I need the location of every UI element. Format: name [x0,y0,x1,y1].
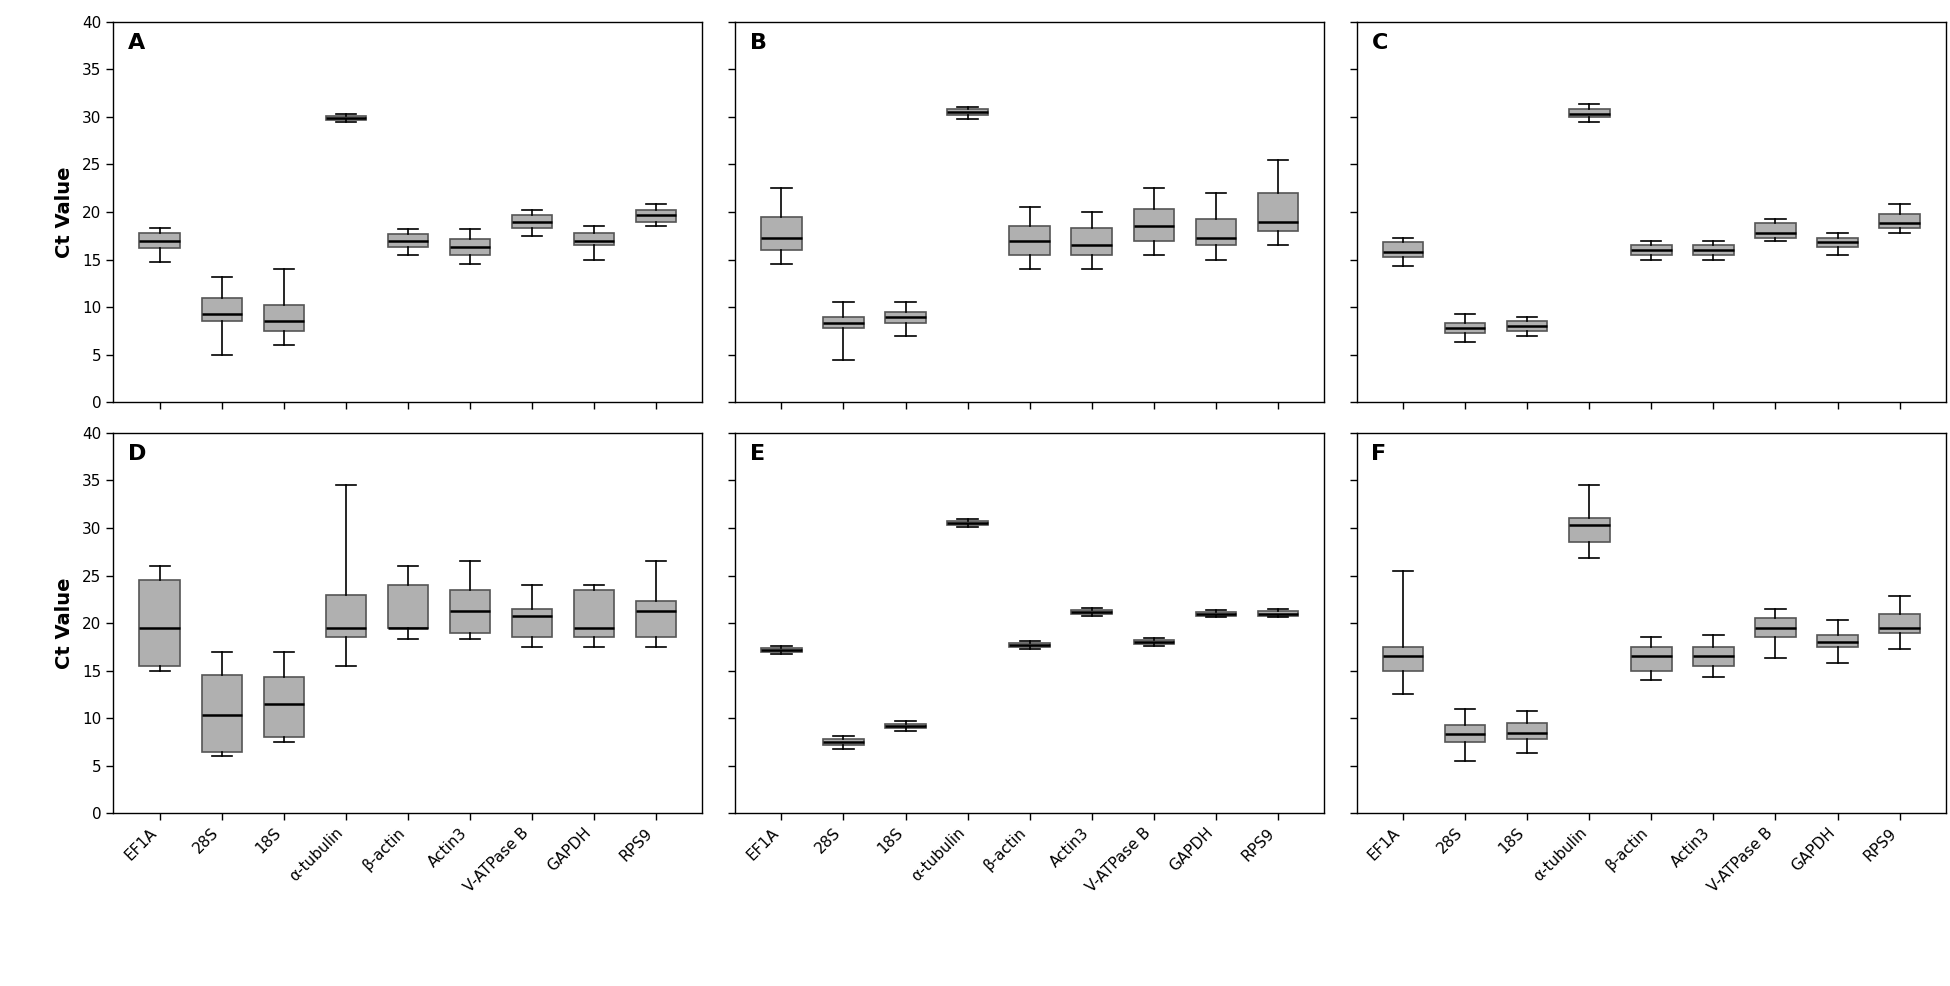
PathPatch shape [823,317,864,328]
Text: E: E [749,445,764,464]
PathPatch shape [636,210,677,222]
PathPatch shape [1817,635,1858,647]
PathPatch shape [636,601,677,637]
PathPatch shape [948,109,989,115]
PathPatch shape [1880,214,1919,228]
PathPatch shape [140,233,179,248]
PathPatch shape [511,215,552,228]
PathPatch shape [450,590,489,633]
PathPatch shape [1258,610,1299,615]
PathPatch shape [1817,238,1858,247]
PathPatch shape [1880,613,1919,633]
PathPatch shape [573,233,614,246]
Text: B: B [749,34,766,53]
Text: F: F [1371,445,1386,464]
PathPatch shape [1632,647,1671,670]
PathPatch shape [1383,647,1424,670]
PathPatch shape [1693,246,1734,254]
PathPatch shape [1071,228,1112,254]
PathPatch shape [1195,611,1236,615]
PathPatch shape [511,608,552,637]
Text: D: D [129,445,146,464]
PathPatch shape [388,585,427,628]
PathPatch shape [450,239,489,254]
PathPatch shape [263,677,304,738]
PathPatch shape [1755,224,1796,238]
PathPatch shape [1632,246,1671,254]
PathPatch shape [1258,193,1299,231]
PathPatch shape [326,116,367,119]
PathPatch shape [1570,109,1609,117]
Text: A: A [129,34,144,53]
PathPatch shape [388,234,427,247]
PathPatch shape [823,740,864,745]
PathPatch shape [948,522,989,526]
PathPatch shape [1755,618,1796,637]
PathPatch shape [1010,643,1049,647]
Text: C: C [1371,34,1388,53]
Y-axis label: Ct Value: Ct Value [55,578,74,669]
PathPatch shape [201,675,242,751]
PathPatch shape [263,306,304,331]
PathPatch shape [1507,321,1548,331]
PathPatch shape [885,724,926,728]
PathPatch shape [760,648,801,652]
PathPatch shape [1445,323,1486,333]
PathPatch shape [1383,243,1424,256]
PathPatch shape [1570,519,1609,542]
PathPatch shape [1445,725,1486,742]
PathPatch shape [1133,640,1174,644]
PathPatch shape [1071,609,1112,613]
PathPatch shape [1010,227,1049,254]
PathPatch shape [573,590,614,637]
PathPatch shape [1133,209,1174,241]
PathPatch shape [760,217,801,250]
PathPatch shape [1195,219,1236,246]
PathPatch shape [1507,723,1548,740]
PathPatch shape [140,581,179,666]
PathPatch shape [885,312,926,323]
PathPatch shape [201,298,242,321]
PathPatch shape [326,595,367,637]
Y-axis label: Ct Value: Ct Value [55,167,74,257]
PathPatch shape [1693,647,1734,666]
